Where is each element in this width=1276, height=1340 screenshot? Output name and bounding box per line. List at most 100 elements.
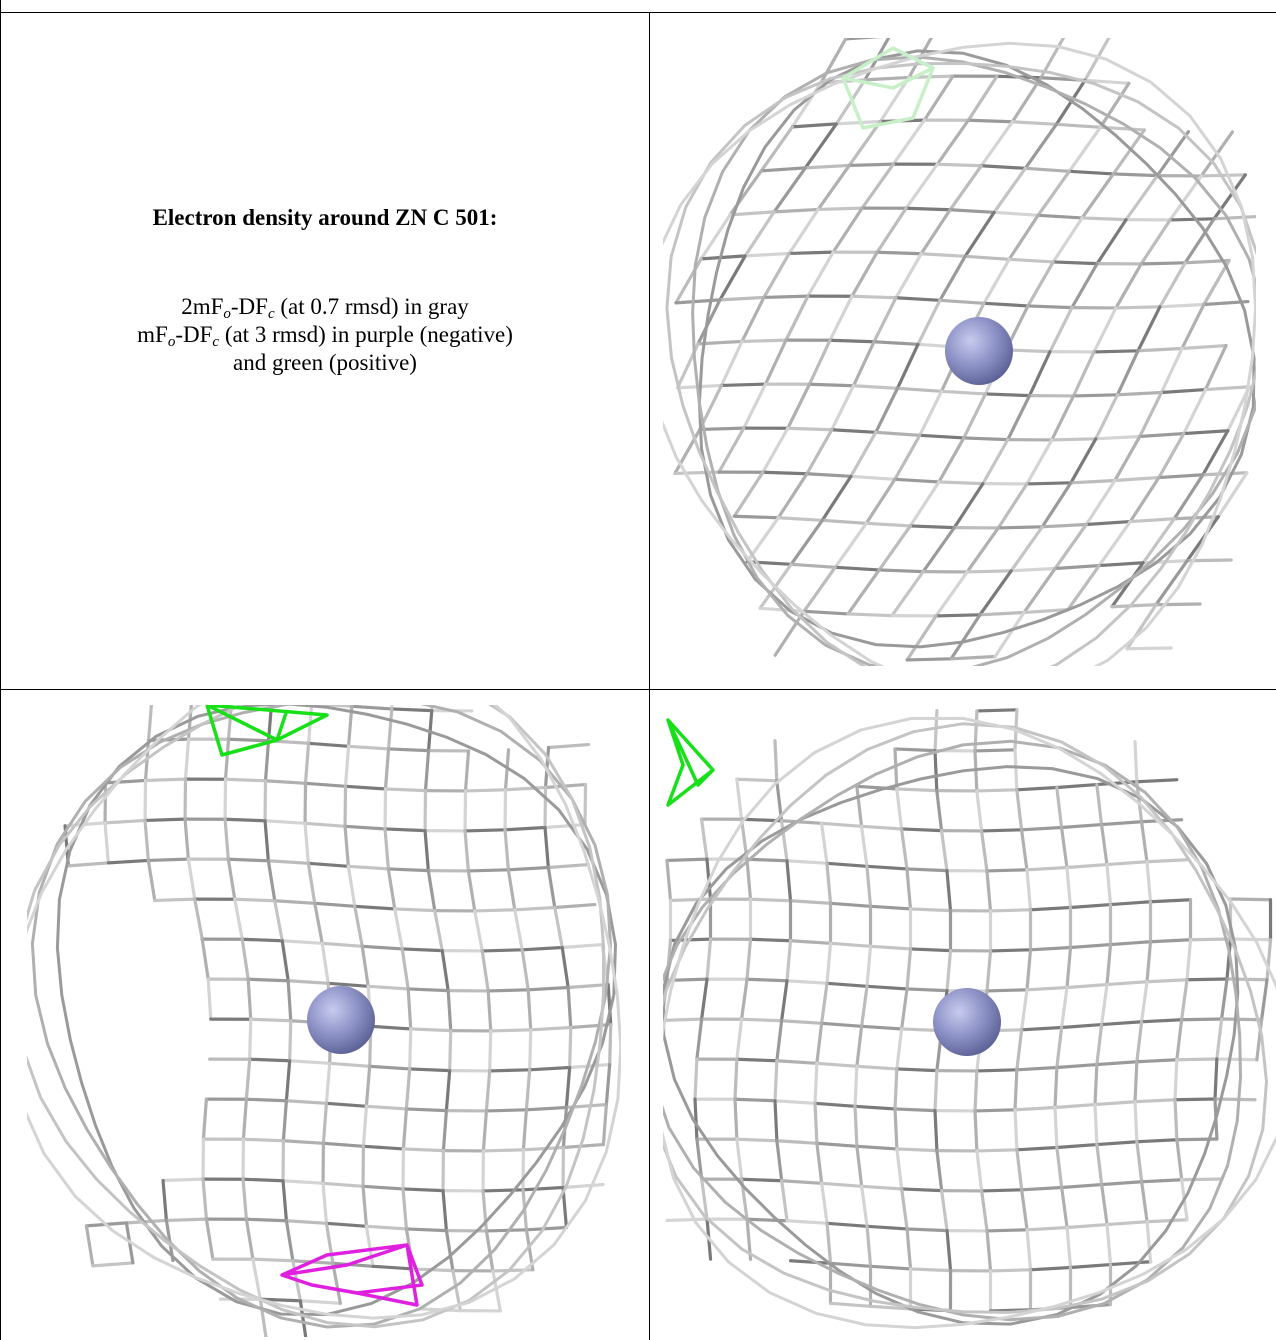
- mesh-line: [1140, 1180, 1149, 1224]
- mesh-shell: [663, 41, 1256, 666]
- mesh-line: [528, 1028, 533, 1072]
- mesh-line: [1050, 394, 1076, 442]
- mesh-line: [1215, 1017, 1224, 1061]
- mesh-line: [386, 867, 430, 873]
- mesh-line: [240, 937, 284, 943]
- mesh-line: [406, 987, 450, 993]
- mesh-line: [975, 1148, 1019, 1153]
- mesh-line: [863, 75, 911, 82]
- mesh-line: [1092, 349, 1140, 354]
- mesh-line: [833, 521, 868, 569]
- mesh-line: [1173, 1058, 1179, 1102]
- mesh-line: [1201, 429, 1230, 477]
- mesh-line: [258, 1297, 268, 1337]
- mesh-line: [918, 389, 944, 437]
- mesh-line: [1108, 940, 1153, 947]
- mesh-line: [566, 982, 610, 990]
- mesh-line: [895, 1027, 904, 1071]
- mesh-line: [284, 1219, 329, 1225]
- mesh-line: [945, 1229, 953, 1273]
- mesh-line: [360, 944, 404, 951]
- mesh-line: [1108, 900, 1153, 907]
- mesh-line: [908, 524, 956, 530]
- mesh-line: [965, 526, 1000, 574]
- mesh-line: [979, 829, 989, 873]
- subscript: c: [267, 306, 275, 322]
- mesh-line: [324, 1101, 368, 1108]
- mesh-line: [1055, 785, 1064, 830]
- mesh-line: [740, 977, 749, 1021]
- mesh-line: [503, 785, 548, 792]
- mesh-line: [868, 944, 913, 951]
- mesh-line: [66, 861, 110, 868]
- mesh-line: [846, 612, 894, 618]
- mesh-line: [1228, 937, 1273, 942]
- mesh-line: [313, 901, 324, 945]
- mesh-line: [787, 207, 820, 256]
- mesh-line: [1100, 982, 1109, 1027]
- mesh-line: [864, 477, 897, 525]
- mesh-line: [784, 294, 810, 342]
- mesh-line: [1022, 566, 1057, 615]
- mesh-line: [284, 1219, 295, 1263]
- mesh-line: [303, 741, 311, 785]
- mesh-line: [895, 342, 920, 390]
- density-view: [663, 708, 1276, 1330]
- mesh-line: [905, 1227, 913, 1271]
- mesh-line: [390, 707, 434, 713]
- mesh-line: [743, 210, 776, 258]
- mesh-line: [696, 298, 722, 346]
- mesh-line: [695, 1017, 704, 1061]
- mesh-line: [775, 1059, 819, 1065]
- mesh-line: [895, 1147, 904, 1191]
- mesh-line: [668, 897, 713, 903]
- mesh-line: [1015, 785, 1059, 792]
- mesh-line: [847, 119, 883, 168]
- mesh-line: [780, 1179, 789, 1223]
- mesh-line: [875, 250, 923, 256]
- mesh-line: [949, 613, 982, 661]
- mesh-line: [849, 430, 878, 478]
- mesh-line: [241, 1097, 248, 1141]
- mesh-line: [1023, 122, 1059, 170]
- mesh-line: [973, 1109, 979, 1153]
- mesh-line: [1022, 607, 1070, 615]
- mesh-line: [1050, 437, 1098, 442]
- mesh-line: [905, 867, 949, 873]
- mesh-line: [816, 206, 864, 212]
- mesh-line: [740, 338, 788, 344]
- mesh-line: [263, 819, 270, 863]
- mesh-line: [1175, 1018, 1184, 1062]
- mesh-line: [813, 1061, 819, 1105]
- mesh-line: [1013, 1105, 1057, 1112]
- mesh-line: [982, 257, 1011, 305]
- mesh-line: [284, 1059, 292, 1103]
- mesh-line: [895, 787, 939, 793]
- mesh-line: [916, 298, 942, 346]
- mesh-line: [893, 477, 941, 484]
- mesh-line: [762, 294, 810, 300]
- mesh-line: [321, 1101, 328, 1145]
- mesh-line: [1015, 1065, 1059, 1072]
- mesh-line: [1135, 1140, 1144, 1184]
- mesh-line: [281, 1179, 325, 1185]
- mesh-line: [1157, 473, 1205, 480]
- mesh-line: [1138, 390, 1164, 439]
- mesh-line: [386, 707, 394, 751]
- mesh-line: [303, 781, 348, 788]
- mesh-line: [1136, 346, 1184, 353]
- mesh-line: [604, 1062, 612, 1107]
- mesh-line: [521, 1185, 565, 1192]
- mesh-line: [353, 904, 397, 911]
- mesh-line: [813, 1101, 819, 1145]
- mesh-line: [673, 470, 721, 476]
- mesh-line: [919, 208, 952, 256]
- mesh-line: [1067, 169, 1115, 176]
- mesh-line: [740, 1017, 784, 1023]
- mesh-line: [815, 1141, 824, 1185]
- mesh-line: [718, 254, 747, 302]
- mesh-line: [1203, 343, 1228, 392]
- mesh-line: [204, 1217, 215, 1261]
- mesh-line: [728, 210, 776, 217]
- difference-mesh: [666, 718, 715, 807]
